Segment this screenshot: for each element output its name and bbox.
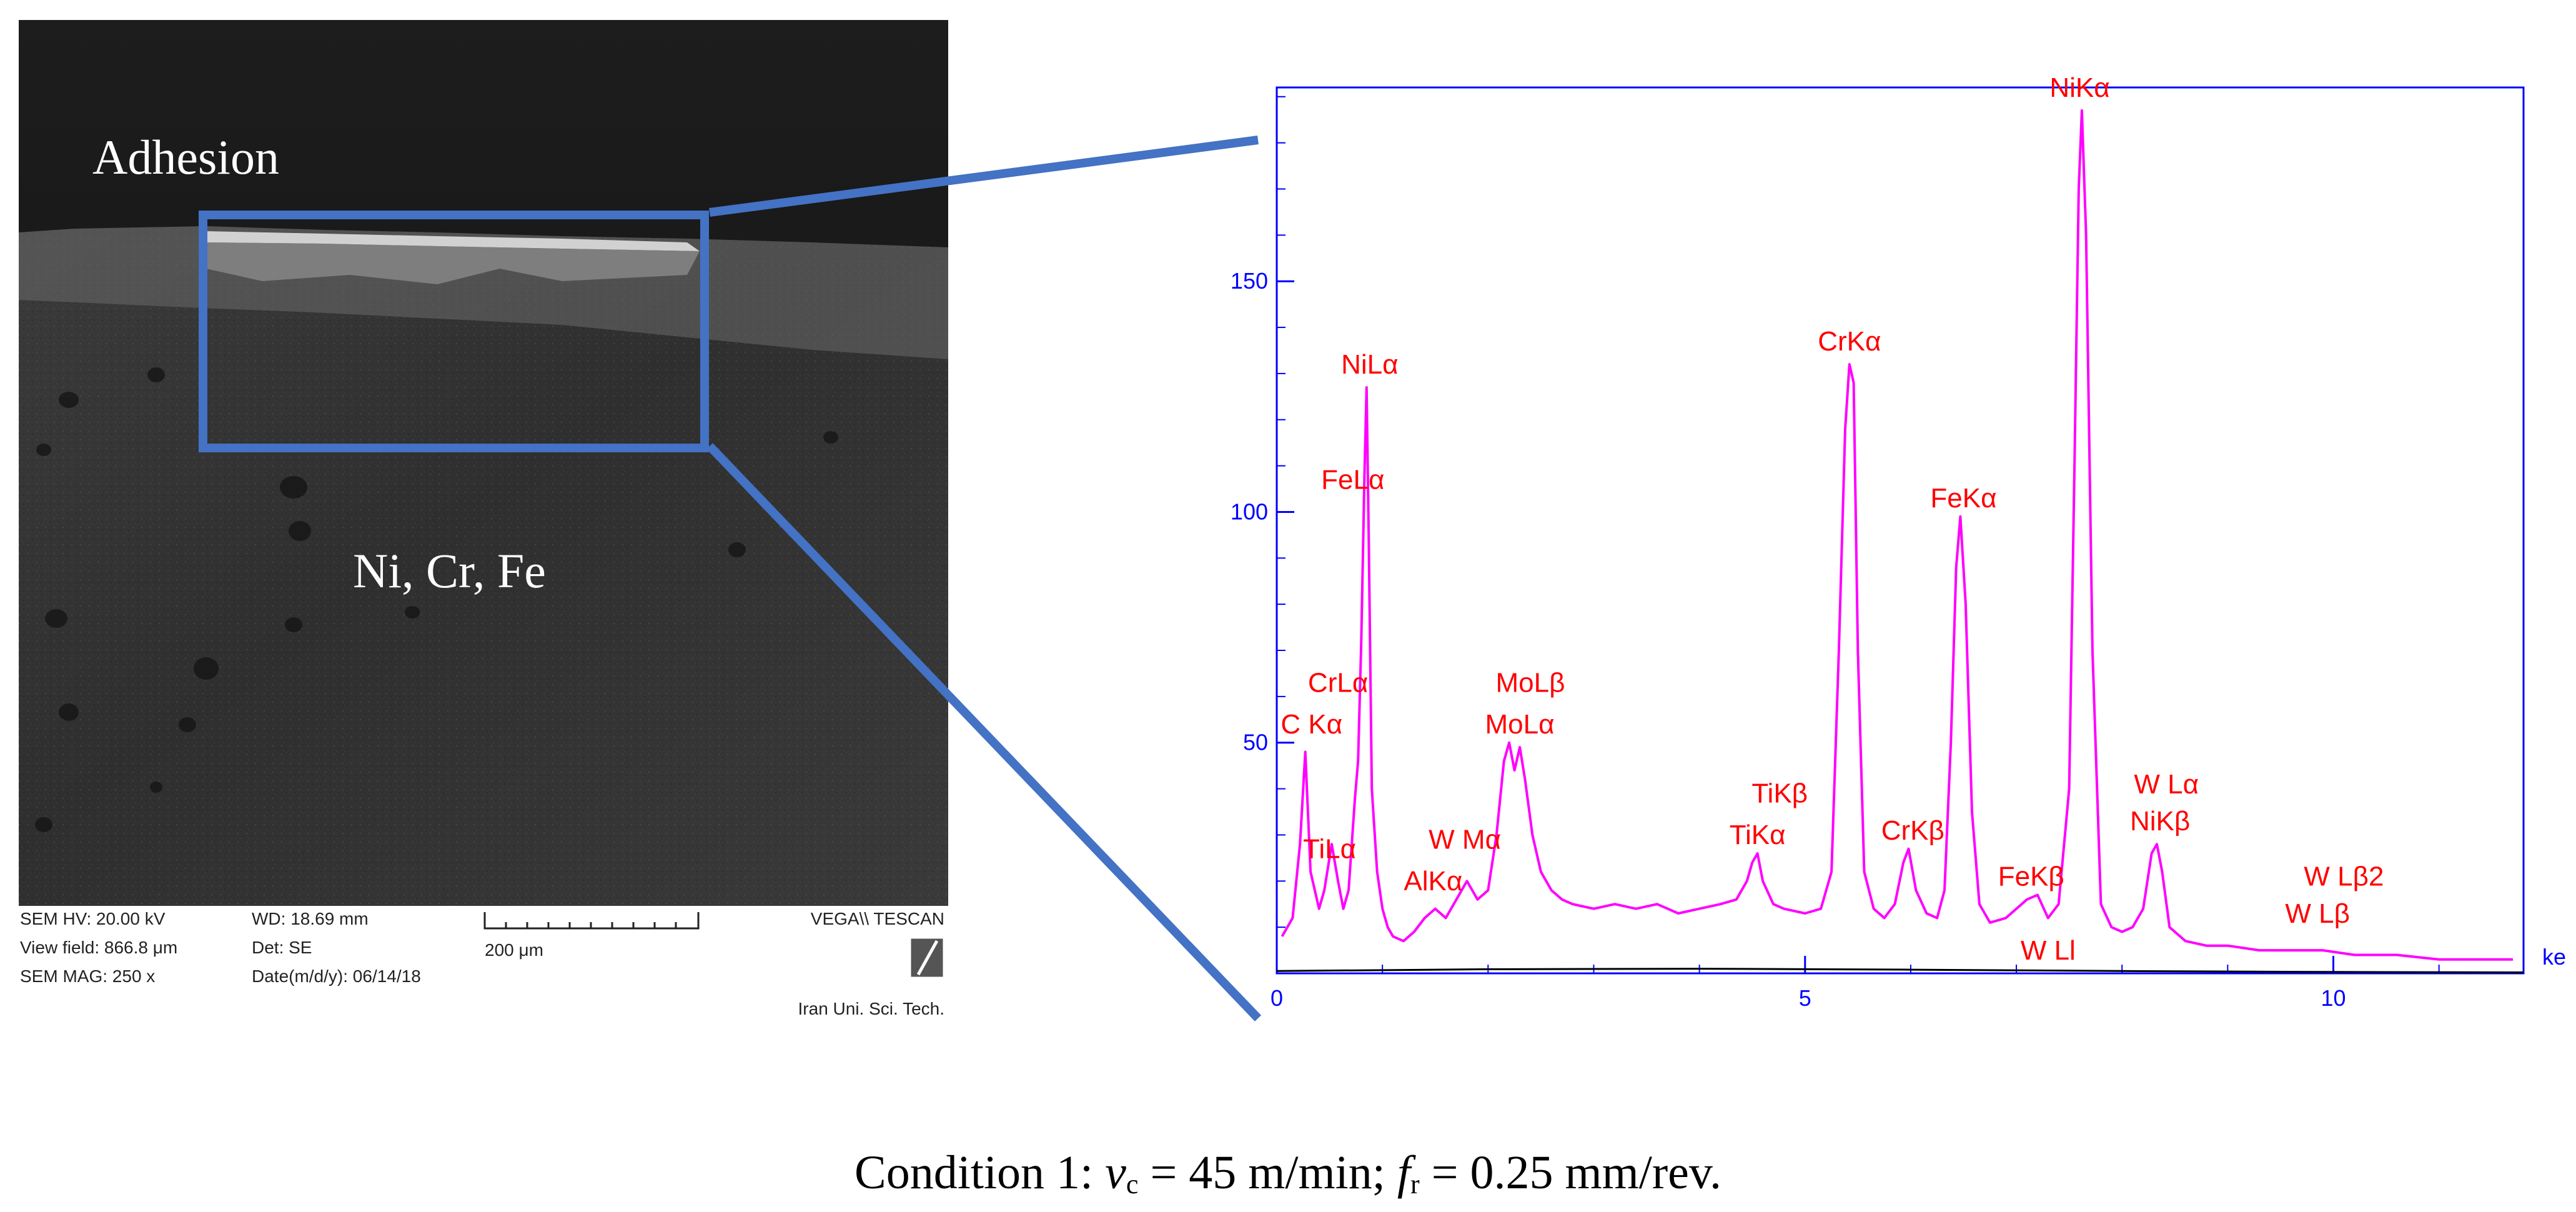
- sem-pit: [59, 703, 79, 721]
- caption-vc-value: = 45 m/min;: [1138, 1146, 1397, 1199]
- caption-text: Condition 1: vc = 45 m/min; fr = 0.25 mm…: [855, 1146, 1721, 1200]
- peak-label: NiLα: [1341, 349, 1398, 380]
- peak-label: W Lβ: [2285, 898, 2350, 929]
- sem-pits: [35, 367, 838, 832]
- peak-label: C Kα: [1281, 709, 1342, 740]
- sem-info-wd: WD: 18.69 mm: [252, 909, 369, 928]
- sem-pit: [823, 431, 838, 444]
- sem-info-brand: VEGA\\ TESCAN: [811, 909, 944, 928]
- x-tick-label: 0: [1271, 985, 1283, 1011]
- peak-label: FeLα: [1321, 465, 1384, 495]
- chart-plot-frame: [1276, 86, 2525, 975]
- peak-label: MoLα: [1485, 709, 1555, 740]
- peak-label: W Ll: [2021, 935, 2076, 966]
- tescan-logo-icon: [908, 935, 946, 980]
- sem-specimen-body-texture: [19, 226, 948, 906]
- sem-pit: [405, 606, 420, 618]
- sem-label-elements: Ni, Cr, Fe: [353, 544, 546, 598]
- peak-label: CrLα: [1308, 667, 1368, 698]
- zoom-connector-lines: [706, 136, 1262, 1021]
- sem-pit: [728, 542, 746, 557]
- sem-info-date: Date(m/d/y): 06/14/18: [252, 966, 421, 986]
- sem-pit: [194, 657, 219, 680]
- peak-label: NiKβ: [2130, 806, 2190, 837]
- peak-label: W Mα: [1429, 825, 1501, 855]
- sem-pit: [280, 476, 307, 499]
- sem-info-hv: SEM HV: 20.00 kV: [20, 909, 166, 928]
- peak-label: FeKβ: [1998, 862, 2064, 892]
- y-tick-label: 100: [1231, 499, 1268, 524]
- scale-bar: [483, 912, 700, 930]
- peak-label: AlKα: [1404, 866, 1462, 897]
- sem-info-institution: Iran Uni. Sci. Tech.: [798, 999, 944, 1018]
- peak-label: TiLα: [1303, 833, 1356, 864]
- sem-info-mag: SEM MAG: 250 x: [20, 966, 155, 986]
- sem-micrograph-panel: Adhesion Ni, Cr, Fe: [19, 20, 948, 906]
- sem-info-bar-background: [19, 906, 948, 1031]
- zoom-connector-lower: [706, 443, 1262, 1021]
- peak-label: MoLβ: [1496, 667, 1565, 698]
- peak-label: W Lβ2: [2304, 862, 2384, 892]
- sem-info-scale-label: 200 μm: [485, 940, 543, 960]
- caption-fr-value: = 0.25 mm/rev.: [1420, 1146, 1721, 1199]
- eds-spectrum-chart: 50 100 150 0 5 10 ke NiKα NiLα FeLα CrLα C Kα TiLα M…: [1231, 72, 2566, 1011]
- sem-pit: [147, 367, 165, 382]
- sem-adhesion-layer: [206, 242, 700, 284]
- scale-bar-ticks: [505, 922, 677, 928]
- chart-peak-labels: NiKα NiLα FeLα CrLα C Kα TiLα MoLβ MoLα W Mα AlKα…: [1281, 72, 2384, 966]
- x-axis-label: ke: [2542, 944, 2566, 970]
- chart-series-group: [1276, 109, 2524, 973]
- caption-vc-subscript: c: [1126, 1169, 1139, 1200]
- peak-label: W Lα: [2134, 769, 2199, 800]
- sem-pit: [289, 521, 311, 541]
- y-tick-label: 50: [1243, 730, 1268, 755]
- peak-label: NiKα: [2049, 72, 2109, 103]
- peak-label: TiKβ: [1751, 778, 1808, 809]
- sem-pit: [36, 444, 51, 456]
- x-tick-label: 5: [1799, 985, 1811, 1011]
- x-tick-label: 10: [2321, 985, 2346, 1011]
- sem-pit: [45, 609, 67, 628]
- sem-pit: [35, 817, 52, 832]
- spectrum-line: [1281, 109, 2514, 961]
- chart-axes: 50 100 150 0 5 10 ke: [1231, 96, 2566, 1011]
- sem-info-det: Det: SE: [252, 938, 312, 957]
- zoom-region-box: [199, 211, 709, 452]
- sem-pit: [179, 717, 196, 732]
- peak-label: CrKβ: [1881, 815, 1944, 846]
- caption-fr-subscript: r: [1410, 1169, 1420, 1200]
- sem-label-adhesion: Adhesion: [92, 130, 279, 184]
- sem-info-bar: SEM HV: 20.00 kV View field: 866.8 μm SE…: [19, 906, 948, 1031]
- zoom-connector-upper: [709, 136, 1259, 217]
- caption-vc-symbol: v: [1105, 1146, 1126, 1199]
- sem-pit: [150, 782, 162, 793]
- figure-caption: Condition 1: vc = 45 m/min; fr = 0.25 mm…: [855, 1146, 1721, 1200]
- sem-pit: [59, 392, 79, 408]
- sem-adhesion-highlight: [206, 231, 700, 251]
- peak-label: TiKα: [1730, 820, 1786, 850]
- sem-pit: [285, 617, 302, 632]
- caption-prefix: Condition 1:: [855, 1146, 1105, 1199]
- y-tick-label: 150: [1231, 268, 1268, 294]
- peak-label: CrKα: [1818, 326, 1881, 357]
- peak-label: FeKα: [1930, 483, 1996, 514]
- background-line: [1276, 968, 2524, 973]
- sem-info-view-field: View field: 866.8 μm: [20, 938, 177, 957]
